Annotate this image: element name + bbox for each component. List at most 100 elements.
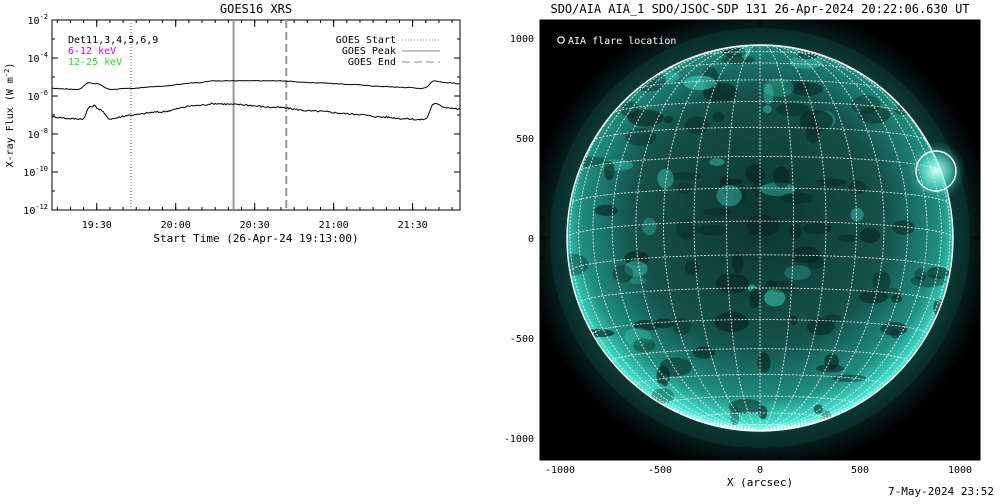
legend-goes-end-label: GOES End	[348, 57, 396, 68]
aia-dark-region	[847, 180, 867, 195]
aia-dark-region	[757, 352, 771, 373]
aia-dark-region	[684, 259, 699, 275]
aia-bright-region	[763, 105, 772, 114]
aia-bright-region	[789, 55, 823, 69]
goes-y-tick-label: 10-2	[28, 13, 48, 27]
aia-dark-region	[789, 224, 802, 239]
aia-bright-region	[784, 265, 811, 281]
aia-dark-region	[712, 111, 724, 123]
goes-x-axis-label: Start Time (26-Apr-24 19:13:00)	[153, 232, 358, 245]
aia-longitude-line	[635, 45, 761, 431]
aia-dark-region	[663, 115, 674, 124]
aia-dark-region	[892, 220, 915, 236]
aia-dark-region	[824, 353, 839, 370]
aia-x-axis: -1000 -500 0 500 1000	[545, 20, 972, 476]
aia-dark-region	[872, 271, 891, 292]
aia-dark-region	[667, 172, 703, 181]
aia-dark-region	[567, 253, 589, 276]
aia-dark-region	[612, 265, 634, 283]
aia-latitude-line	[578, 287, 942, 304]
aia-dark-region	[799, 110, 834, 132]
goes-title: GOES16 XRS	[220, 2, 292, 16]
aia-longitude-line	[759, 45, 827, 431]
aia-dark-region	[733, 185, 747, 205]
aia-bright-region	[762, 78, 795, 97]
goes-x-tick-label: 20:00	[161, 220, 191, 231]
aia-longitude-line	[759, 50, 942, 431]
goes-series-line-long	[52, 79, 460, 91]
goes-y-tick-label: 10-12	[23, 203, 48, 217]
aia-dark-region	[714, 311, 749, 332]
aia-y-tick-label: 500	[516, 134, 534, 145]
aia-x-axis-label: X (arcsec)	[727, 476, 793, 489]
goes-detector-label: Det11,3,4,5,6,9	[68, 35, 158, 46]
aia-longitude-line	[759, 45, 857, 431]
aia-longitude-line	[663, 45, 761, 431]
aia-limb-outline	[566, 44, 954, 432]
goes-x-tick-label: 20:30	[240, 220, 270, 231]
aia-dark-region	[654, 318, 674, 329]
aia-image-panel: SDO/AIA AIA_1 SDO/JSOC-SDP 131 26-Apr-20…	[504, 2, 981, 489]
aia-dark-region	[824, 314, 842, 323]
aia-y-tick-label: 1000	[510, 34, 534, 45]
aia-dark-region	[633, 319, 661, 331]
aia-solar-disk	[567, 45, 953, 431]
aia-y-tick-label: 0	[528, 234, 534, 245]
aia-bright-region	[716, 185, 742, 207]
aia-longitude-line	[759, 45, 885, 431]
aia-x-tick-label: -500	[648, 465, 672, 476]
aia-longitude-line	[693, 45, 761, 431]
aia-bright-region	[764, 289, 786, 307]
legend-goes-peak-label: GOES Peak	[342, 46, 396, 57]
aia-dark-region	[770, 280, 795, 293]
aia-bright-region	[850, 207, 864, 222]
aia-latitude-line	[693, 412, 827, 419]
aia-dark-region	[697, 225, 729, 236]
aia-latitude-line	[611, 348, 909, 362]
goes-legend: GOES Start GOES Peak GOES End	[336, 35, 440, 68]
goes-band-high-label: 12-25 keV	[68, 57, 122, 68]
aia-dark-region	[758, 405, 768, 420]
aia-latitude-line	[592, 126, 928, 142]
goes-event-markers	[130, 20, 288, 210]
aia-y-axis: 1000 500 0 -500 -1000	[504, 34, 980, 445]
aia-bright-region	[624, 327, 652, 347]
aia-x-tick-label: 1000	[948, 465, 972, 476]
goes-y-tick-label: 10-8	[28, 127, 48, 141]
aia-bright-region	[642, 217, 657, 236]
aia-flare-legend-icon	[557, 36, 565, 44]
aia-longitude-line	[759, 45, 909, 431]
aia-x-tick-label: -1000	[545, 465, 575, 476]
aia-flare-legend-label: AIA flare location	[568, 36, 676, 47]
aia-dark-region	[749, 288, 760, 309]
aia-latitude-line	[635, 374, 885, 386]
aia-latitude-line	[592, 319, 928, 335]
aia-longitude-line	[759, 46, 928, 431]
aia-dark-region	[851, 95, 881, 115]
goes-x-tick-label: 21:00	[319, 220, 349, 231]
aia-y-tick-label: -1000	[504, 434, 534, 445]
aia-bright-region	[763, 84, 774, 105]
goes-y-tick-label: 10-6	[28, 89, 48, 103]
aia-x-tick-label: 500	[851, 465, 869, 476]
aia-latitude-line	[612, 101, 908, 114]
goes-series-group	[52, 79, 460, 121]
aia-dark-region	[676, 218, 698, 241]
aia-dark-region	[703, 207, 732, 216]
aia-flare-glow	[906, 141, 966, 201]
aia-dark-region	[604, 161, 615, 181]
aia-dark-region	[858, 106, 891, 124]
aia-dark-region	[765, 280, 777, 290]
aia-longitude-line	[759, 64, 951, 431]
aia-bright-region	[657, 168, 674, 189]
goes-x-axis: 19:30 20:00 20:30 21:00 21:30	[56, 20, 453, 231]
goes-y-axis-label: X-ray Flux (W m-2)	[3, 63, 16, 168]
aia-bright-region	[683, 75, 716, 91]
aia-dark-region	[624, 250, 650, 266]
aia-longitude-line	[611, 45, 761, 431]
aia-dark-region	[677, 182, 693, 195]
aia-dark-region	[859, 289, 888, 304]
aia-dark-region	[746, 215, 780, 237]
aia-longitude-line	[759, 45, 794, 431]
